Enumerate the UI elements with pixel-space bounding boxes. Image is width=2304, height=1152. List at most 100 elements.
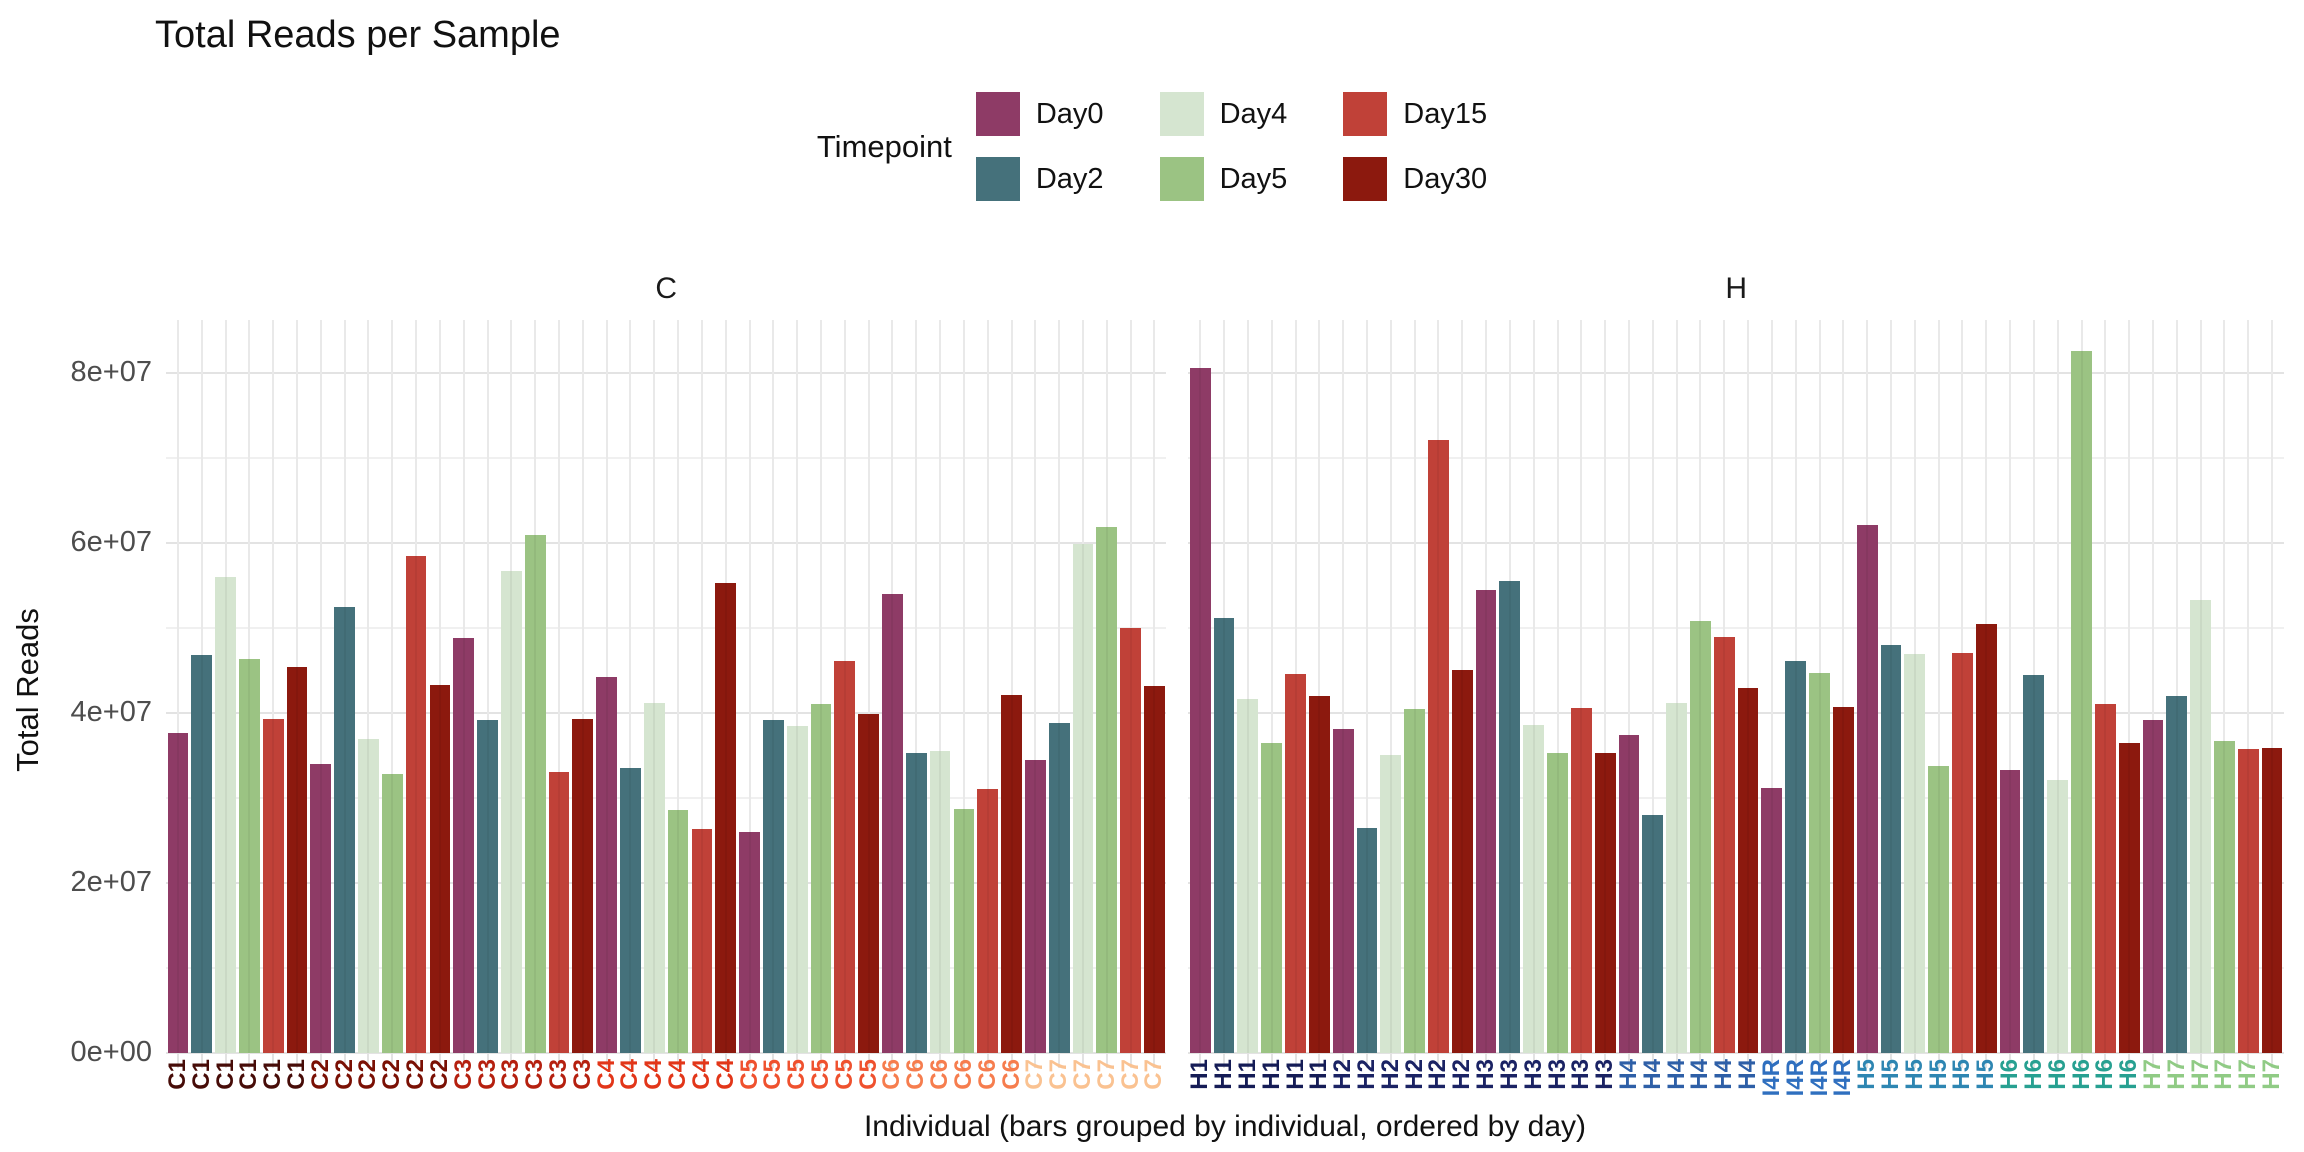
gridline-vertical [1532,320,1535,1053]
x-axis-tick [939,1053,942,1068]
gridline-minor [166,966,1167,969]
bar-H5-Day0 [1856,524,1878,1054]
legend-label: Day4 [1219,97,1288,130]
bar-C6-Day0 [882,593,903,1054]
y-tick-label: 2e+07 [70,865,152,898]
x-axis-tick [1058,1053,1061,1068]
x-tick-label-C5: C5 [783,1059,811,1090]
gridline-major [1188,881,2284,884]
gridline-vertical [1034,320,1037,1053]
x-tick-label-H7: H7 [2186,1059,2214,1090]
x-axis-tick [1342,1053,1345,1068]
gridline-major [166,371,1167,374]
x-tick-label-H2: H2 [1376,1059,1404,1090]
x-axis-tick [248,1053,251,1068]
gridline-major [166,1052,1167,1054]
x-axis-tick [2032,1053,2035,1068]
x-tick-label-C3: C3 [497,1059,525,1090]
x-axis-tick [176,1053,179,1068]
bar-H1-Day30 [1308,695,1330,1054]
legend-item-day2: Day2 [975,157,1104,201]
x-axis-tick [1437,1053,1440,1068]
x-axis-tick [1508,1053,1511,1068]
chart-title: Total Reads per Sample [155,14,561,56]
bar-C2-Day30 [429,684,451,1054]
x-tick-label-H4: H4 [1710,1059,1738,1090]
x-tick-label-I4R: I4R [1757,1059,1785,1097]
gridline-vertical [867,320,870,1053]
x-tick-label-I4R: I4R [1805,1059,1833,1097]
x-axis-tick [724,1053,727,1068]
bar-C6-Day30 [1001,695,1022,1053]
x-tick-label-H5: H5 [1900,1059,1928,1090]
bar-H6-Day2 [2023,675,2045,1053]
bar-C6-Day15 [977,788,999,1054]
bar-C6-Day2 [905,752,927,1054]
gridline-vertical [700,320,703,1053]
x-axis-tick [891,1053,894,1068]
gridline-vertical [915,320,918,1053]
x-tick-label-C1: C1 [187,1059,215,1090]
bar-H4-Day2 [1642,814,1664,1054]
gridline-vertical [1342,320,1345,1053]
x-axis-tick [629,1053,632,1068]
gridline-vertical [1937,320,1940,1053]
bar-H1-Day15 [1285,673,1306,1054]
x-tick-label-I4R: I4R [1781,1059,1809,1097]
x-tick-label-C6: C6 [878,1059,906,1090]
gridline-vertical [1246,320,1249,1053]
bar-H1-Day4 [1237,699,1259,1053]
x-tick-label-C7: C7 [1116,1059,1144,1090]
x-axis-tick [1199,1053,1202,1068]
bar-C5-Day2 [762,719,784,1054]
x-axis-tick [296,1053,298,1068]
gridline-vertical [1058,320,1061,1053]
x-tick-label-C6: C6 [949,1059,977,1090]
gridline-vertical [1010,320,1013,1053]
x-axis-tick [2152,1053,2154,1068]
x-tick-label-H3: H3 [1472,1059,1500,1090]
bar-H3-Day4 [1523,724,1545,1054]
gridline-vertical [1842,320,1845,1053]
x-tick-label-C7: C7 [1068,1059,1096,1090]
x-tick-label-C7: C7 [1092,1059,1120,1090]
x-tick-label-H3: H3 [1591,1059,1619,1090]
x-axis-tick [2199,1053,2202,1068]
y-tick-label: 4e+07 [70,695,152,728]
gridline-vertical [558,320,560,1053]
gridline-minor [166,456,1167,459]
bar-H7-Day5 [2214,740,2235,1054]
bar-C3-Day0 [453,638,475,1053]
x-tick-label-H2: H2 [1352,1059,1380,1090]
x-axis-tick [462,1053,465,1068]
x-axis-tick [486,1053,489,1068]
gridline-vertical [1413,320,1416,1053]
x-tick-label-C5: C5 [806,1059,834,1090]
x-tick-label-H1: H1 [1257,1059,1285,1090]
bar-C3-Day4 [500,570,522,1054]
y-tick-label: 6e+07 [70,525,152,558]
gridline-vertical [796,320,799,1053]
x-axis-tick [1082,1053,1084,1068]
x-axis-tick [1532,1053,1535,1068]
legend-items: Day0 Day2 Day4 Day5 Day15 Day30 [975,92,1487,201]
gridline-vertical [2151,320,2154,1053]
legend-item-day5: Day5 [1159,157,1287,201]
x-axis-tick [986,1053,989,1068]
x-axis-tick [319,1053,322,1068]
bar-C3-Day15 [548,771,570,1054]
bar-H7-Day4 [2190,599,2212,1054]
x-tick-label-C2: C2 [378,1059,406,1090]
day0-swatch [975,92,1020,136]
gridline-vertical [1580,320,1583,1053]
x-axis-tick [1105,1053,1108,1068]
x-axis-tick [343,1053,346,1068]
x-tick-label-H3: H3 [1495,1059,1523,1090]
bar-C6-Day5 [953,808,975,1054]
x-axis-tick [510,1053,513,1068]
bar-I4R-Day5 [1809,672,1830,1054]
legend-label: Day0 [1035,97,1104,130]
day5-swatch [1159,157,1204,201]
legend-item-day15: Day15 [1343,92,1487,136]
x-axis-tick [1129,1053,1132,1068]
